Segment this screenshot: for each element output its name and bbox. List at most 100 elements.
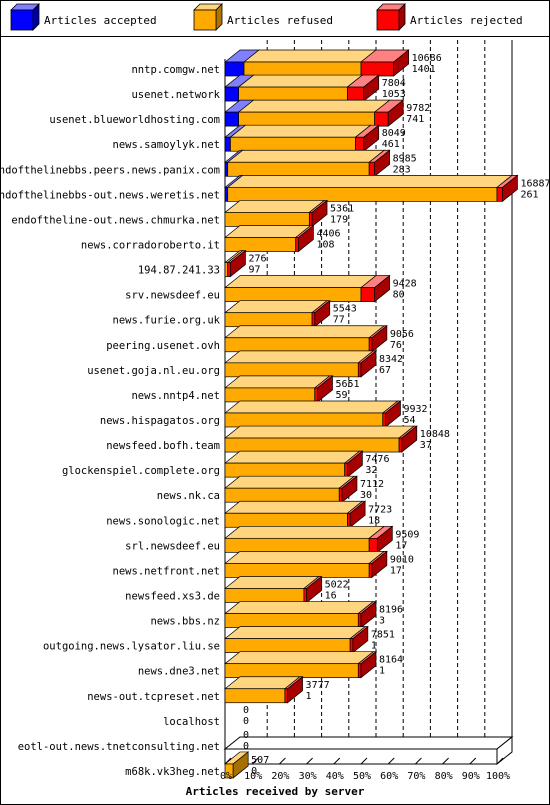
bar-segment-rejected [308, 212, 313, 227]
bar-segment-refused-top [226, 175, 513, 188]
bar-segment-rejected-side [360, 650, 377, 679]
bar-segment-rejected [368, 161, 375, 177]
total-label: 5022 [325, 579, 349, 590]
rejected-count-label: 18 [368, 515, 380, 526]
x-tick-label: 50% [353, 771, 371, 782]
bar-segment-refused-top [237, 99, 391, 113]
rejected-count-label: 461 [382, 139, 400, 150]
total-label: 7476 [365, 454, 389, 465]
value-labels: 1068614017804105397827418049461898528316… [243, 53, 550, 777]
total-label: 9509 [395, 529, 419, 540]
bar-segment-refused-top [224, 450, 361, 464]
bar-segment-refused [224, 462, 346, 478]
rejected-count-label: 261 [520, 189, 538, 200]
x-axis-ticks: 0% 10% 20% 30% 40% 50% 60% 70% 80% 90% 100% [220, 757, 510, 782]
bar-segment-refused-top [224, 350, 375, 364]
bar-segment-rejected [368, 337, 373, 353]
bar-segment-rejected [344, 462, 348, 478]
bar-segment-refused [224, 588, 305, 603]
x-axis-title: Articles received by server [186, 785, 365, 798]
total-label: 9428 [393, 279, 417, 290]
legend-swatch-accepted [10, 9, 34, 31]
x-tick-label: 70% [407, 771, 425, 782]
bar-segment-rejected [357, 613, 362, 628]
bar-segment-rejected-side [230, 249, 246, 278]
bar-segment-rejected-side [306, 575, 322, 604]
x-tick-mark [387, 757, 395, 765]
bar-segment-rejected [357, 362, 362, 378]
rejected-count-label: 67 [379, 365, 391, 376]
bar-segment-refused-top [224, 626, 367, 639]
rejected-count-label: 741 [406, 114, 424, 125]
total-label: 5543 [333, 304, 357, 315]
category-label: endoftheline-out.news.chmurka.net [11, 214, 220, 226]
rejected-count-label: 1053 [382, 89, 406, 100]
legend-item-refused: Articles refused [193, 3, 333, 31]
bar-segment-refused [238, 86, 348, 102]
bar-segment-accepted [224, 136, 231, 152]
bar-segment-rejected-side [371, 325, 388, 353]
bar-segment-refused [224, 638, 351, 653]
x-tick-mark [306, 757, 313, 765]
category-label: endofthelinebbs.peers.news.panix.com [0, 164, 220, 176]
bar-segment-refused-top [224, 425, 416, 439]
bars [224, 49, 519, 779]
bar-segment-refused [224, 237, 297, 252]
category-label: news.nntp4.net [131, 390, 220, 402]
bar-segment-rejected-side [314, 299, 331, 328]
total-label: 7804 [382, 78, 406, 89]
x-tick-label: 60% [380, 771, 398, 782]
rejected-count-label: 77 [333, 315, 345, 326]
bar-segment-accepted [224, 86, 239, 102]
bar-segment-rejected-side [374, 149, 390, 178]
bar-segment-rejected-side [298, 224, 314, 253]
category-label: usenet.network [131, 89, 220, 101]
total-label: 9010 [390, 554, 414, 565]
bar-segment-refused-top [224, 551, 386, 564]
category-label: m68k.vk3heg.net [125, 766, 220, 778]
bar-segment-refused-top [226, 149, 386, 163]
bar-segment-refused-top [229, 124, 372, 138]
bar-segment-rejected-side [385, 400, 401, 428]
bar-segment-refused [224, 437, 400, 453]
rejected-count-label: 179 [330, 214, 348, 225]
bar-segment-rejected [284, 688, 288, 704]
rejected-count-label: 3 [379, 616, 385, 627]
x-tick-label: 0% [220, 771, 232, 782]
bar-segment-rejected-side [401, 425, 418, 453]
legend-swatch-refused [193, 9, 217, 31]
bar-segment-refused [224, 613, 359, 628]
category-label: usenet.blueworldhosting.com [49, 114, 220, 126]
bar-segment-rejected-side [502, 174, 518, 203]
bar-segment-refused [224, 312, 313, 328]
legend-item-rejected: Articles rejected [376, 3, 523, 31]
bar-segment-refused [238, 111, 375, 127]
total-label: 8342 [379, 354, 403, 365]
total-label: 0 [243, 730, 249, 741]
category-label: nntp.comgw.net [131, 64, 220, 76]
bar-segment-rejected [349, 638, 354, 653]
x-tick-label: 100% [486, 771, 510, 782]
bar-segment-refused [224, 688, 286, 704]
category-label: news.sonologic.net [106, 515, 220, 527]
x-tick-mark [251, 757, 259, 765]
total-label: 5361 [330, 203, 354, 214]
total-label: 4406 [316, 228, 340, 239]
category-label: news.corradoroberto.it [81, 239, 220, 251]
legend-label-refused: Articles refused [227, 14, 333, 27]
bar-segment-refused-top [243, 49, 377, 63]
bar-segment-refused-top [237, 74, 364, 88]
bar-segment-rejected [347, 512, 351, 528]
total-label: 7112 [360, 479, 384, 490]
bar-segment-accepted [224, 61, 245, 77]
bar-segment-rejected-side [287, 676, 303, 704]
bar-segment-rejected-side [352, 625, 369, 654]
bar-segment-rejected [496, 187, 503, 202]
total-label: 10848 [420, 429, 450, 440]
rejected-count-label: 76 [390, 340, 402, 351]
rejected-count-label: 0 [243, 716, 249, 727]
total-label: 10686 [412, 53, 442, 64]
bar-segment-rejected [303, 588, 307, 603]
category-label: news.samoylyk.net [113, 139, 220, 151]
bar-segment-rejected-side [374, 274, 390, 303]
